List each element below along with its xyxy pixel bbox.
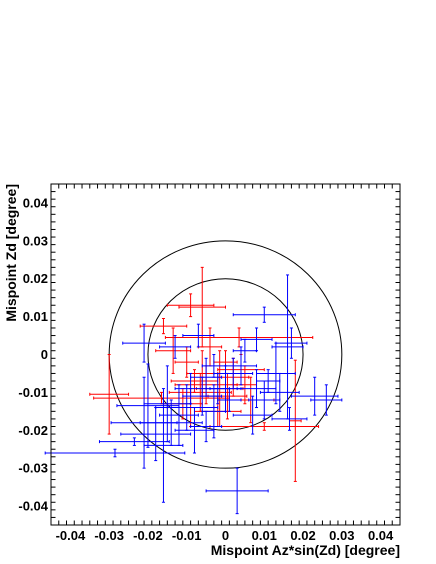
error-bar-point xyxy=(98,437,170,446)
error-bar-point xyxy=(290,376,339,416)
error-bar-point xyxy=(182,323,215,348)
x-tick-label: 0 xyxy=(222,528,229,543)
y-tick-label: 0 xyxy=(41,347,48,362)
x-tick-label: 0.04 xyxy=(368,528,394,543)
error-bar-point xyxy=(139,318,188,335)
error-bar-point xyxy=(44,448,186,458)
error-bar-point xyxy=(190,410,223,443)
series-0 xyxy=(89,266,320,482)
x-tick-label: -0.02 xyxy=(133,528,163,543)
series-1 xyxy=(44,274,343,515)
error-bar-point xyxy=(205,467,269,515)
axis-ticks xyxy=(50,183,401,526)
x-tick-label: 0.03 xyxy=(329,528,354,543)
error-bar-point xyxy=(155,327,192,374)
y-tick-label: -0.02 xyxy=(18,423,48,438)
error-bar-point xyxy=(166,293,215,318)
y-tick-label: -0.01 xyxy=(18,385,48,400)
error-bar-point xyxy=(271,274,304,420)
y-tick-label: 0.03 xyxy=(23,233,48,248)
x-tick-label: -0.03 xyxy=(94,528,124,543)
y-tick-label: 0.04 xyxy=(23,195,49,210)
error-bar-point xyxy=(174,407,215,454)
error-bar-point xyxy=(174,372,207,405)
error-bar-point xyxy=(93,391,230,405)
error-bar-point xyxy=(232,395,273,435)
y-tick-label: -0.03 xyxy=(18,461,48,476)
error-bar-point xyxy=(178,266,226,348)
y-tick-label: 0.02 xyxy=(23,271,48,286)
data-series xyxy=(44,266,343,515)
y-axis-title: Mispoint Zd [degree] xyxy=(3,184,19,322)
error-bar-point xyxy=(256,342,296,405)
x-tick-label: 0.01 xyxy=(252,528,277,543)
x-tick-label: -0.04 xyxy=(56,528,86,543)
tick-labels: -0.04 -0.03 -0.02 -0.01 0 0.01 0.02 0.03 0.04 -0.… xyxy=(18,195,394,543)
x-tick-label: 0.02 xyxy=(290,528,315,543)
error-bar-point xyxy=(232,306,296,323)
y-tick-label: 0.01 xyxy=(23,309,48,324)
x-tick-label: -0.01 xyxy=(172,528,202,543)
plot-frame xyxy=(50,183,401,526)
error-bar-point xyxy=(256,369,281,393)
error-bar-point xyxy=(209,422,320,431)
error-bar-point xyxy=(201,354,226,378)
error-bar-point xyxy=(168,372,232,412)
error-bar-point xyxy=(232,338,258,363)
error-bar-point xyxy=(143,388,184,503)
y-tick-label: -0.04 xyxy=(18,499,48,514)
error-bar-point xyxy=(182,376,223,416)
error-bar-point xyxy=(159,335,192,359)
error-bar-point xyxy=(310,384,343,416)
x-axis-title: Mispoint Az*sin(Zd) [degree] xyxy=(211,542,400,558)
error-bar-point xyxy=(143,365,192,443)
error-bar-point xyxy=(89,354,130,435)
error-bar-point xyxy=(217,388,242,412)
error-bar-point xyxy=(271,407,308,431)
reference-circle-0 xyxy=(147,278,304,431)
error-bar-point xyxy=(122,323,166,363)
